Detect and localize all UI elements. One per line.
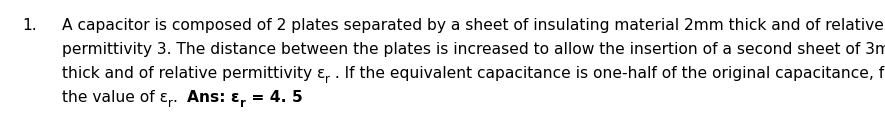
- Text: r: r: [240, 97, 246, 110]
- Text: thick and of relative permittivity ε: thick and of relative permittivity ε: [62, 66, 326, 81]
- Text: 1.: 1.: [22, 18, 36, 33]
- Text: . If the equivalent capacitance is one-half of the original capacitance, find: . If the equivalent capacitance is one-h…: [330, 66, 885, 81]
- Text: the value of ε: the value of ε: [62, 90, 168, 105]
- Text: = 4. 5: = 4. 5: [246, 90, 303, 105]
- Text: Ans: ε: Ans: ε: [188, 90, 240, 105]
- Text: r: r: [326, 73, 330, 86]
- Text: permittivity 3. The distance between the plates is increased to allow the insert: permittivity 3. The distance between the…: [62, 42, 885, 57]
- Text: r: r: [168, 97, 173, 110]
- Text: A capacitor is composed of 2 plates separated by a sheet of insulating material : A capacitor is composed of 2 plates sepa…: [62, 18, 884, 33]
- Text: .: .: [173, 90, 188, 105]
